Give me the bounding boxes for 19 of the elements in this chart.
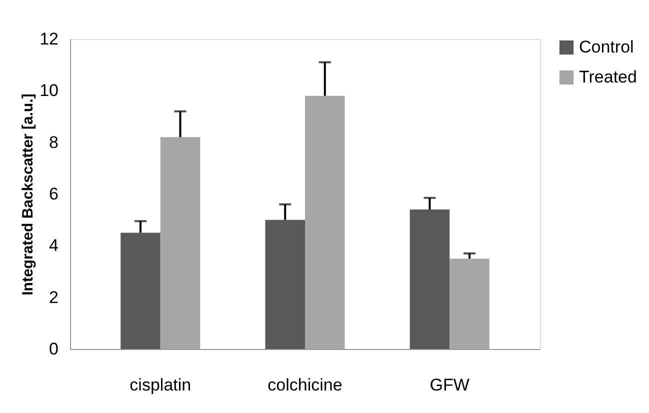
bar (450, 258, 490, 349)
bar (160, 137, 200, 349)
y-tick-label: 0 (49, 340, 58, 358)
x-tick-label: colchicine (268, 376, 342, 394)
legend-label: Treated (579, 68, 637, 86)
bar (265, 220, 305, 349)
y-tick-label: 4 (49, 236, 58, 256)
bar (120, 232, 160, 349)
bar (305, 96, 345, 349)
legend-label: Control (579, 38, 634, 56)
x-tick-label: cisplatin (130, 376, 192, 394)
y-tick-label: 2 (49, 288, 58, 307)
y-tick-label: 10 (40, 81, 58, 100)
x-tick-label: GFW (430, 376, 470, 394)
bar (410, 210, 450, 349)
y-tick-label: 6 (49, 184, 58, 204)
y-axis-title: Integrated Backscatter [a.u.] (20, 94, 37, 296)
y-tick-label: 12 (40, 30, 58, 48)
y-tick-label: 8 (49, 132, 58, 152)
